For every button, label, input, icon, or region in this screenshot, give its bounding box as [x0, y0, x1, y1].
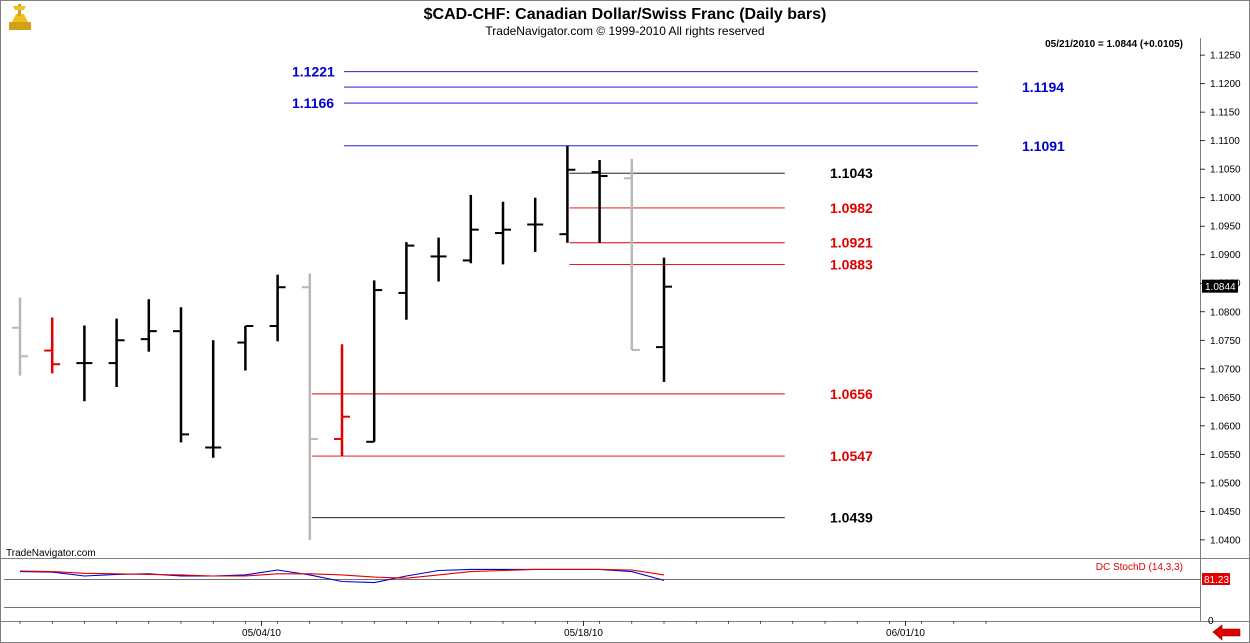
ohlc-bar [44, 317, 61, 374]
price-level-label: 1.0439 [830, 510, 873, 526]
ohlc-bar [398, 242, 415, 320]
ohlc-bar [301, 273, 318, 540]
last-price-label: 1.0844 [1205, 282, 1236, 293]
price-level-label: 1.0883 [830, 256, 873, 272]
ohlc-bar [495, 201, 511, 265]
ohlc-bar [591, 160, 608, 243]
price-tick-label: 1.0500 [1210, 478, 1241, 489]
ohlc-bar [462, 194, 479, 264]
price-level-label: 1.1043 [830, 165, 873, 181]
ohlc-bar [140, 299, 157, 352]
last-price-marker: 1.0844 [1202, 279, 1238, 293]
time-axis: 05/04/10 05/18/10 06/01/10 [19, 621, 987, 639]
price-levels: 1.1221 1.1194 1.1166 1.1091 1.1043 1.0982 1.09… [292, 64, 1065, 526]
price-tick-label: 1.1200 [1210, 79, 1241, 90]
last-bar-info: 05/21/2010 = 1.0844 (+0.0105) [1045, 39, 1183, 50]
time-tick-label: 05/04/10 [242, 628, 281, 639]
ohlc-bar [205, 340, 222, 458]
stochastic-zero-tick: 0 [1208, 616, 1214, 627]
ohlc-bar [623, 158, 640, 351]
chart-title: $CAD-CHF: Canadian Dollar/Swiss Franc (D… [424, 6, 827, 23]
left-arrow-icon[interactable] [1212, 624, 1241, 641]
ohlc-bar [559, 145, 576, 243]
price-tick-label: 1.1000 [1210, 193, 1241, 204]
price-level-label: 1.0982 [830, 200, 873, 216]
price-bars [12, 145, 672, 540]
price-level-label: 1.1091 [1022, 138, 1065, 154]
ohlc-bar [334, 344, 350, 457]
stochastic-lines [19, 568, 665, 584]
price-tick-label: 1.1050 [1210, 165, 1241, 176]
ohlc-bar [430, 237, 447, 282]
ohlc-bar [12, 297, 28, 376]
ohlc-bar [656, 257, 672, 382]
stochastic-d-line [19, 568, 665, 579]
price-tick-label: 1.0650 [1210, 393, 1241, 404]
time-tick-label: 06/01/10 [886, 628, 925, 639]
price-tick-label: 1.0750 [1210, 336, 1241, 347]
stochastic-last-marker: 81.23 [1202, 573, 1230, 586]
ohlc-bar [527, 197, 544, 252]
chart-subtitle: TradeNavigator.com © 1999-2010 All right… [485, 24, 764, 38]
price-level-label: 1.1194 [1022, 79, 1064, 95]
ohlc-bar [366, 280, 383, 443]
price-tick-label: 1.0950 [1210, 222, 1241, 233]
price-tick-label: 1.0550 [1210, 450, 1241, 461]
price-tick-label: 1.0400 [1210, 535, 1241, 546]
price-level-label: 1.1166 [292, 95, 334, 111]
price-level-label: 1.0547 [830, 448, 873, 464]
ohlc-bar [237, 325, 254, 371]
stochastic-label: DC StochD (14,3,3) [1096, 562, 1183, 573]
price-tick-label: 1.0800 [1210, 307, 1241, 318]
ohlc-bar [173, 307, 189, 443]
price-tick-label: 1.0450 [1210, 507, 1241, 518]
price-level-label: 1.0656 [830, 386, 873, 402]
price-level-label: 1.0921 [830, 235, 873, 251]
price-level-label: 1.1221 [292, 64, 335, 80]
ohlc-bar [269, 274, 286, 342]
trade-navigator-logo-icon [9, 4, 31, 30]
price-tick-label: 1.0600 [1210, 421, 1241, 432]
ohlc-bar [76, 325, 93, 402]
price-tick-label: 1.0900 [1210, 250, 1241, 261]
price-tick-label: 1.1100 [1210, 136, 1240, 147]
stochastic-last-value: 81.23 [1204, 575, 1229, 586]
price-tick-label: 1.1250 [1210, 51, 1241, 62]
price-tick-label: 1.0700 [1210, 364, 1241, 375]
ohlc-bar [108, 318, 125, 388]
watermark: TradeNavigator.com [6, 548, 96, 559]
price-tick-label: 1.1150 [1210, 108, 1240, 119]
time-tick-label: 05/18/10 [564, 628, 603, 639]
